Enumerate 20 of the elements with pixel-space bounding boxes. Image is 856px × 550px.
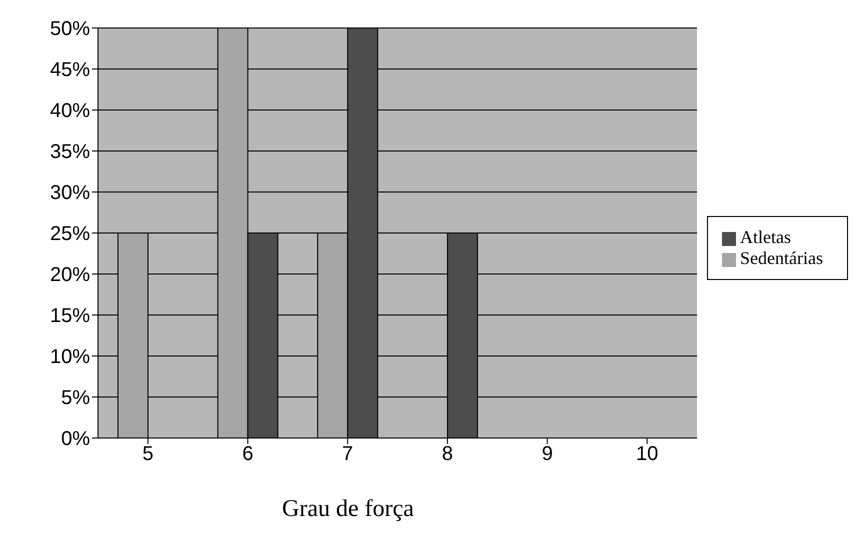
y-tick-label: 30%	[50, 182, 90, 204]
y-tick-label: 45%	[50, 59, 90, 82]
legend-label: Sedentárias	[740, 248, 823, 268]
y-tick-label: 40%	[50, 100, 90, 122]
x-tick-label: 7	[342, 443, 354, 466]
y-tick-label: 35%	[50, 141, 90, 164]
y-tick-label: 25%	[50, 223, 90, 246]
x-axis-title: Grau de força	[281, 496, 415, 523]
y-tick-label: 20%	[50, 264, 90, 286]
y-tick-label: 15%	[50, 305, 90, 328]
x-tick-label: 9	[542, 443, 553, 466]
y-tick-label: 50%	[50, 18, 90, 40]
x-tick-label: 10	[636, 443, 658, 466]
x-tick-label: 5	[142, 443, 154, 466]
y-tick-label: 5%	[61, 387, 90, 410]
legend-label: Atletas	[740, 227, 792, 247]
y-tick-label: 10%	[50, 346, 90, 368]
x-tick-label: 8	[442, 443, 453, 466]
x-tick-label: 6	[242, 443, 254, 466]
y-tick-label: 0%	[61, 428, 90, 450]
